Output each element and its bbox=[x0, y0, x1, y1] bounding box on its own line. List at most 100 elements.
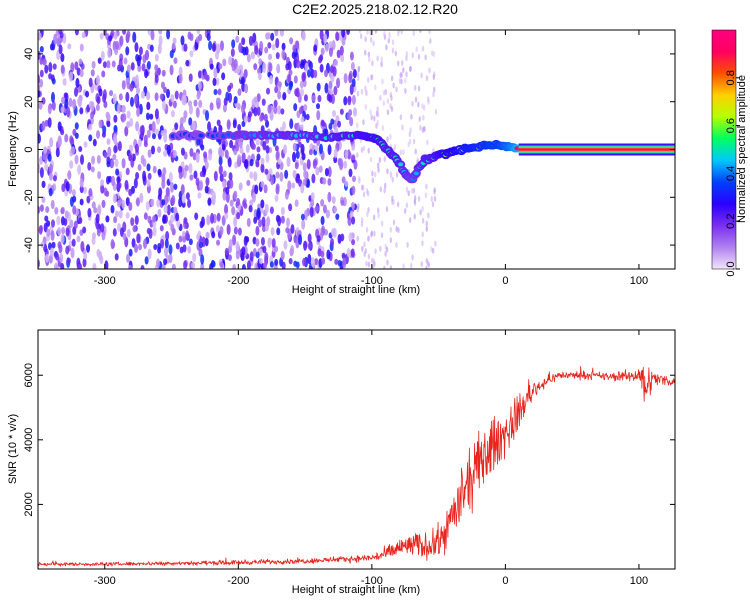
spectrogram-noise-cell bbox=[374, 30, 378, 34]
colorbar-label: Normalized spectral amplitude bbox=[736, 75, 748, 223]
spectrogram-noise-cell bbox=[350, 61, 355, 71]
spectrogram-noise-cell bbox=[425, 75, 429, 82]
spectrogram-noise-cell bbox=[283, 144, 288, 155]
spectrogram-noise-cell bbox=[279, 171, 284, 182]
spectrogram-noise-cell bbox=[237, 124, 242, 131]
spectrogram-noise-cell bbox=[380, 61, 383, 68]
spectrogram-noise-cell bbox=[74, 61, 79, 71]
spectrogram-noise-cell bbox=[367, 253, 371, 260]
spectrogram-noise-cell bbox=[117, 182, 122, 189]
spectrogram-noise-cell bbox=[147, 248, 152, 260]
spectrogram-noise-cell bbox=[431, 247, 435, 254]
spectrogram-noise-cell bbox=[433, 188, 436, 195]
spectrogram-y-label: Frequency (Hz) bbox=[7, 111, 19, 187]
spectrogram-noise-cell bbox=[336, 77, 341, 89]
spectrogram-noise-layer bbox=[38, 30, 438, 269]
spectrogram-noise-cell bbox=[148, 123, 153, 131]
spectrogram-noise-cell bbox=[258, 58, 263, 66]
spectrogram-noise-cell bbox=[399, 72, 402, 79]
spectrogram-noise-cell bbox=[64, 98, 69, 109]
spectrogram-noise-cell bbox=[260, 163, 265, 173]
spectrogram-noise-cell bbox=[128, 201, 133, 211]
spectrogram-noise-cell bbox=[421, 103, 424, 110]
spectrogram-noise-cell bbox=[433, 195, 437, 202]
spectrogram-noise-cell bbox=[232, 263, 237, 269]
spectrogram-noise-cell bbox=[284, 169, 289, 180]
spectrogram-noise-cell bbox=[110, 205, 115, 214]
spectrogram-noise-cell bbox=[425, 183, 428, 190]
spectrogram-noise-cell bbox=[341, 176, 346, 184]
spectrogram-noise-cell bbox=[335, 213, 340, 220]
spectrogram-noise-cell bbox=[51, 241, 56, 249]
spectrogram-noise-cell bbox=[264, 168, 269, 175]
spectrogram-noise-cell bbox=[395, 241, 398, 248]
spectrogram-noise-cell bbox=[250, 140, 255, 150]
spectrogram-noise-cell bbox=[172, 149, 177, 158]
spectrogram-noise-cell bbox=[324, 82, 329, 94]
spectrogram-noise-cell bbox=[300, 213, 305, 221]
spectrogram-noise-cell bbox=[410, 262, 413, 269]
spectrogram-noise-cell bbox=[82, 226, 87, 234]
spectrogram-noise-cell bbox=[392, 219, 396, 226]
spectrogram-noise-cell bbox=[106, 160, 111, 168]
spectrogram-noise-cell bbox=[301, 219, 306, 230]
spectrogram-noise-cell bbox=[168, 172, 173, 183]
spectrogram-noise-cell bbox=[48, 73, 53, 80]
spectrogram-noise-cell bbox=[417, 85, 421, 92]
spectrogram-noise-cell bbox=[365, 89, 368, 96]
spectrogram-noise-cell bbox=[60, 53, 65, 63]
spectrogram-noise-cell bbox=[70, 62, 75, 73]
spectrogram-noise-cell bbox=[67, 171, 72, 179]
y-tick-label: 4000 bbox=[23, 428, 35, 452]
spectrogram-noise-cell bbox=[335, 115, 340, 123]
spectrogram-noise-cell bbox=[62, 78, 67, 86]
spectrogram-noise-cell bbox=[193, 99, 198, 107]
spectrogram-noise-cell bbox=[254, 45, 259, 55]
spectrogram-noise-cell bbox=[260, 237, 265, 246]
spectrogram-noise-cell bbox=[260, 157, 265, 165]
spectrogram-noise-cell bbox=[112, 93, 117, 105]
spectrogram-noise-cell bbox=[243, 202, 248, 209]
spectrogram-noise-cell bbox=[134, 243, 139, 253]
spectrogram-noise-cell bbox=[379, 245, 382, 252]
spectrogram-noise-cell bbox=[39, 69, 44, 78]
spectrogram-noise-cell bbox=[42, 58, 47, 66]
spectrogram-noise-cell bbox=[124, 126, 129, 137]
spectrogram-noise-cell bbox=[97, 171, 102, 180]
spectrogram-noise-cell bbox=[64, 133, 69, 143]
colorbar-tick-label: 0.8 bbox=[725, 70, 737, 85]
spectrogram-noise-cell bbox=[274, 194, 279, 202]
spectrogram-noise-cell bbox=[79, 107, 84, 115]
spectrogram-noise-cell bbox=[253, 216, 258, 224]
spectrogram-noise-cell bbox=[284, 190, 289, 200]
spectrogram-noise-cell bbox=[172, 100, 177, 109]
spectrogram-noise-cell bbox=[352, 175, 357, 183]
spectrogram-noise-cell bbox=[200, 262, 205, 269]
spectrogram-noise-cell bbox=[52, 63, 57, 70]
y-tick-label: 40 bbox=[23, 48, 35, 60]
spectrogram-noise-cell bbox=[66, 257, 71, 264]
spectrogram-carrier-band bbox=[518, 148, 675, 151]
spectrogram-noise-cell bbox=[113, 133, 118, 145]
spectrogram-noise-cell bbox=[147, 30, 152, 36]
x-tick-label: 0 bbox=[502, 575, 508, 587]
spectrogram-noise-cell bbox=[243, 115, 248, 123]
spectrogram-noise-cell bbox=[256, 207, 261, 218]
spectrogram-noise-cell bbox=[434, 240, 437, 247]
spectrogram-noise-cell bbox=[266, 32, 271, 40]
spectrogram-noise-cell bbox=[112, 228, 117, 237]
spectrogram-noise-cell bbox=[299, 124, 304, 131]
spectrogram-noise-cell bbox=[258, 248, 263, 256]
spectrogram-noise-cell bbox=[90, 69, 95, 77]
spectrogram-noise-cell bbox=[374, 84, 377, 91]
spectrogram-noise-cell bbox=[134, 143, 139, 153]
spectrogram-noise-cell bbox=[213, 170, 218, 182]
spectrogram-noise-cell bbox=[100, 223, 105, 233]
spectrogram-noise-cell bbox=[83, 141, 88, 148]
spectrogram-noise-cell bbox=[148, 228, 153, 239]
spectrogram-noise-cell bbox=[156, 258, 161, 268]
spectrogram-noise-cell bbox=[74, 30, 79, 36]
spectrogram-noise-cell bbox=[132, 225, 137, 233]
spectrogram-noise-cell bbox=[274, 85, 279, 94]
spectrogram-noise-cell bbox=[130, 62, 135, 71]
